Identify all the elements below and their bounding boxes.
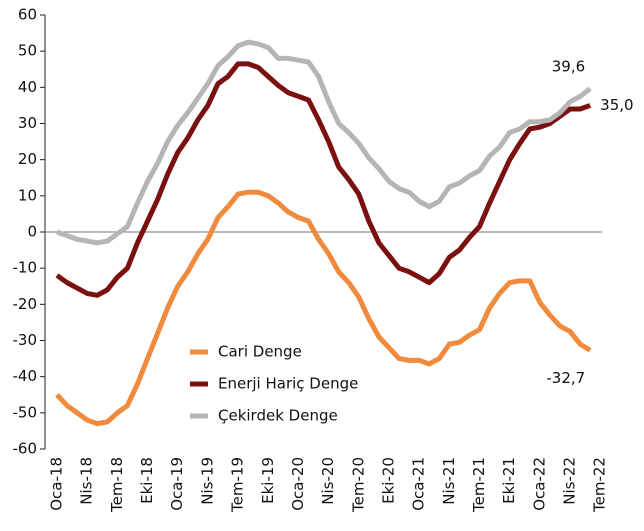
series-line [56, 39, 592, 246]
legend-label: Çekirdek Denge [218, 407, 338, 425]
data-label: 35,0 [600, 96, 633, 114]
y-tick-label: 40 [18, 78, 37, 96]
legend-label: Cari Denge [218, 343, 302, 361]
data-label: 39,6 [552, 57, 585, 75]
x-tick-label: Oca-20 [289, 457, 307, 511]
x-tick-label: Nis-22 [561, 457, 579, 505]
x-tick-label: Oca-22 [530, 457, 548, 511]
x-tick-label: Nis-20 [319, 457, 337, 505]
x-tick-label: Eki-21 [500, 457, 518, 504]
x-tick-label: Nis-21 [440, 457, 458, 505]
y-tick-label: 60 [18, 6, 37, 24]
legend-label: Enerji Hariç Denge [218, 375, 358, 393]
series-line [55, 61, 592, 298]
y-tick-label: -20 [13, 295, 38, 313]
x-tick-label: Oca-18 [48, 457, 66, 511]
y-tick-label: 30 [18, 114, 37, 132]
x-tick-label: Oca-19 [168, 457, 186, 511]
x-tick-label: Tem-20 [349, 457, 367, 513]
x-tick-label: Eki-18 [138, 457, 156, 504]
x-tick-label: Nis-19 [198, 457, 216, 505]
x-tick-label: Tem-22 [591, 457, 609, 513]
y-tick-label: 50 [18, 42, 37, 60]
x-tick-label: Tem-21 [470, 457, 488, 513]
x-tick-label: Eki-19 [259, 457, 277, 504]
series-line [55, 189, 592, 427]
y-tick-label: -60 [13, 440, 38, 458]
y-tick-label: -10 [13, 259, 38, 277]
y-tick-label: 0 [27, 223, 37, 241]
y-tick-label: 20 [18, 150, 37, 168]
x-tick-label: Tem-19 [229, 457, 247, 513]
x-tick-label: Eki-20 [379, 457, 397, 504]
y-tick-label: -50 [13, 403, 38, 421]
x-tick-label: Nis-18 [78, 457, 96, 505]
data-label: -32,7 [546, 369, 585, 387]
y-tick-label: -30 [13, 331, 38, 349]
y-tick-label: 10 [18, 186, 37, 204]
y-tick-label: -40 [13, 367, 38, 385]
x-tick-label: Tem-18 [108, 457, 126, 513]
x-tick-label: Oca-21 [410, 457, 428, 511]
